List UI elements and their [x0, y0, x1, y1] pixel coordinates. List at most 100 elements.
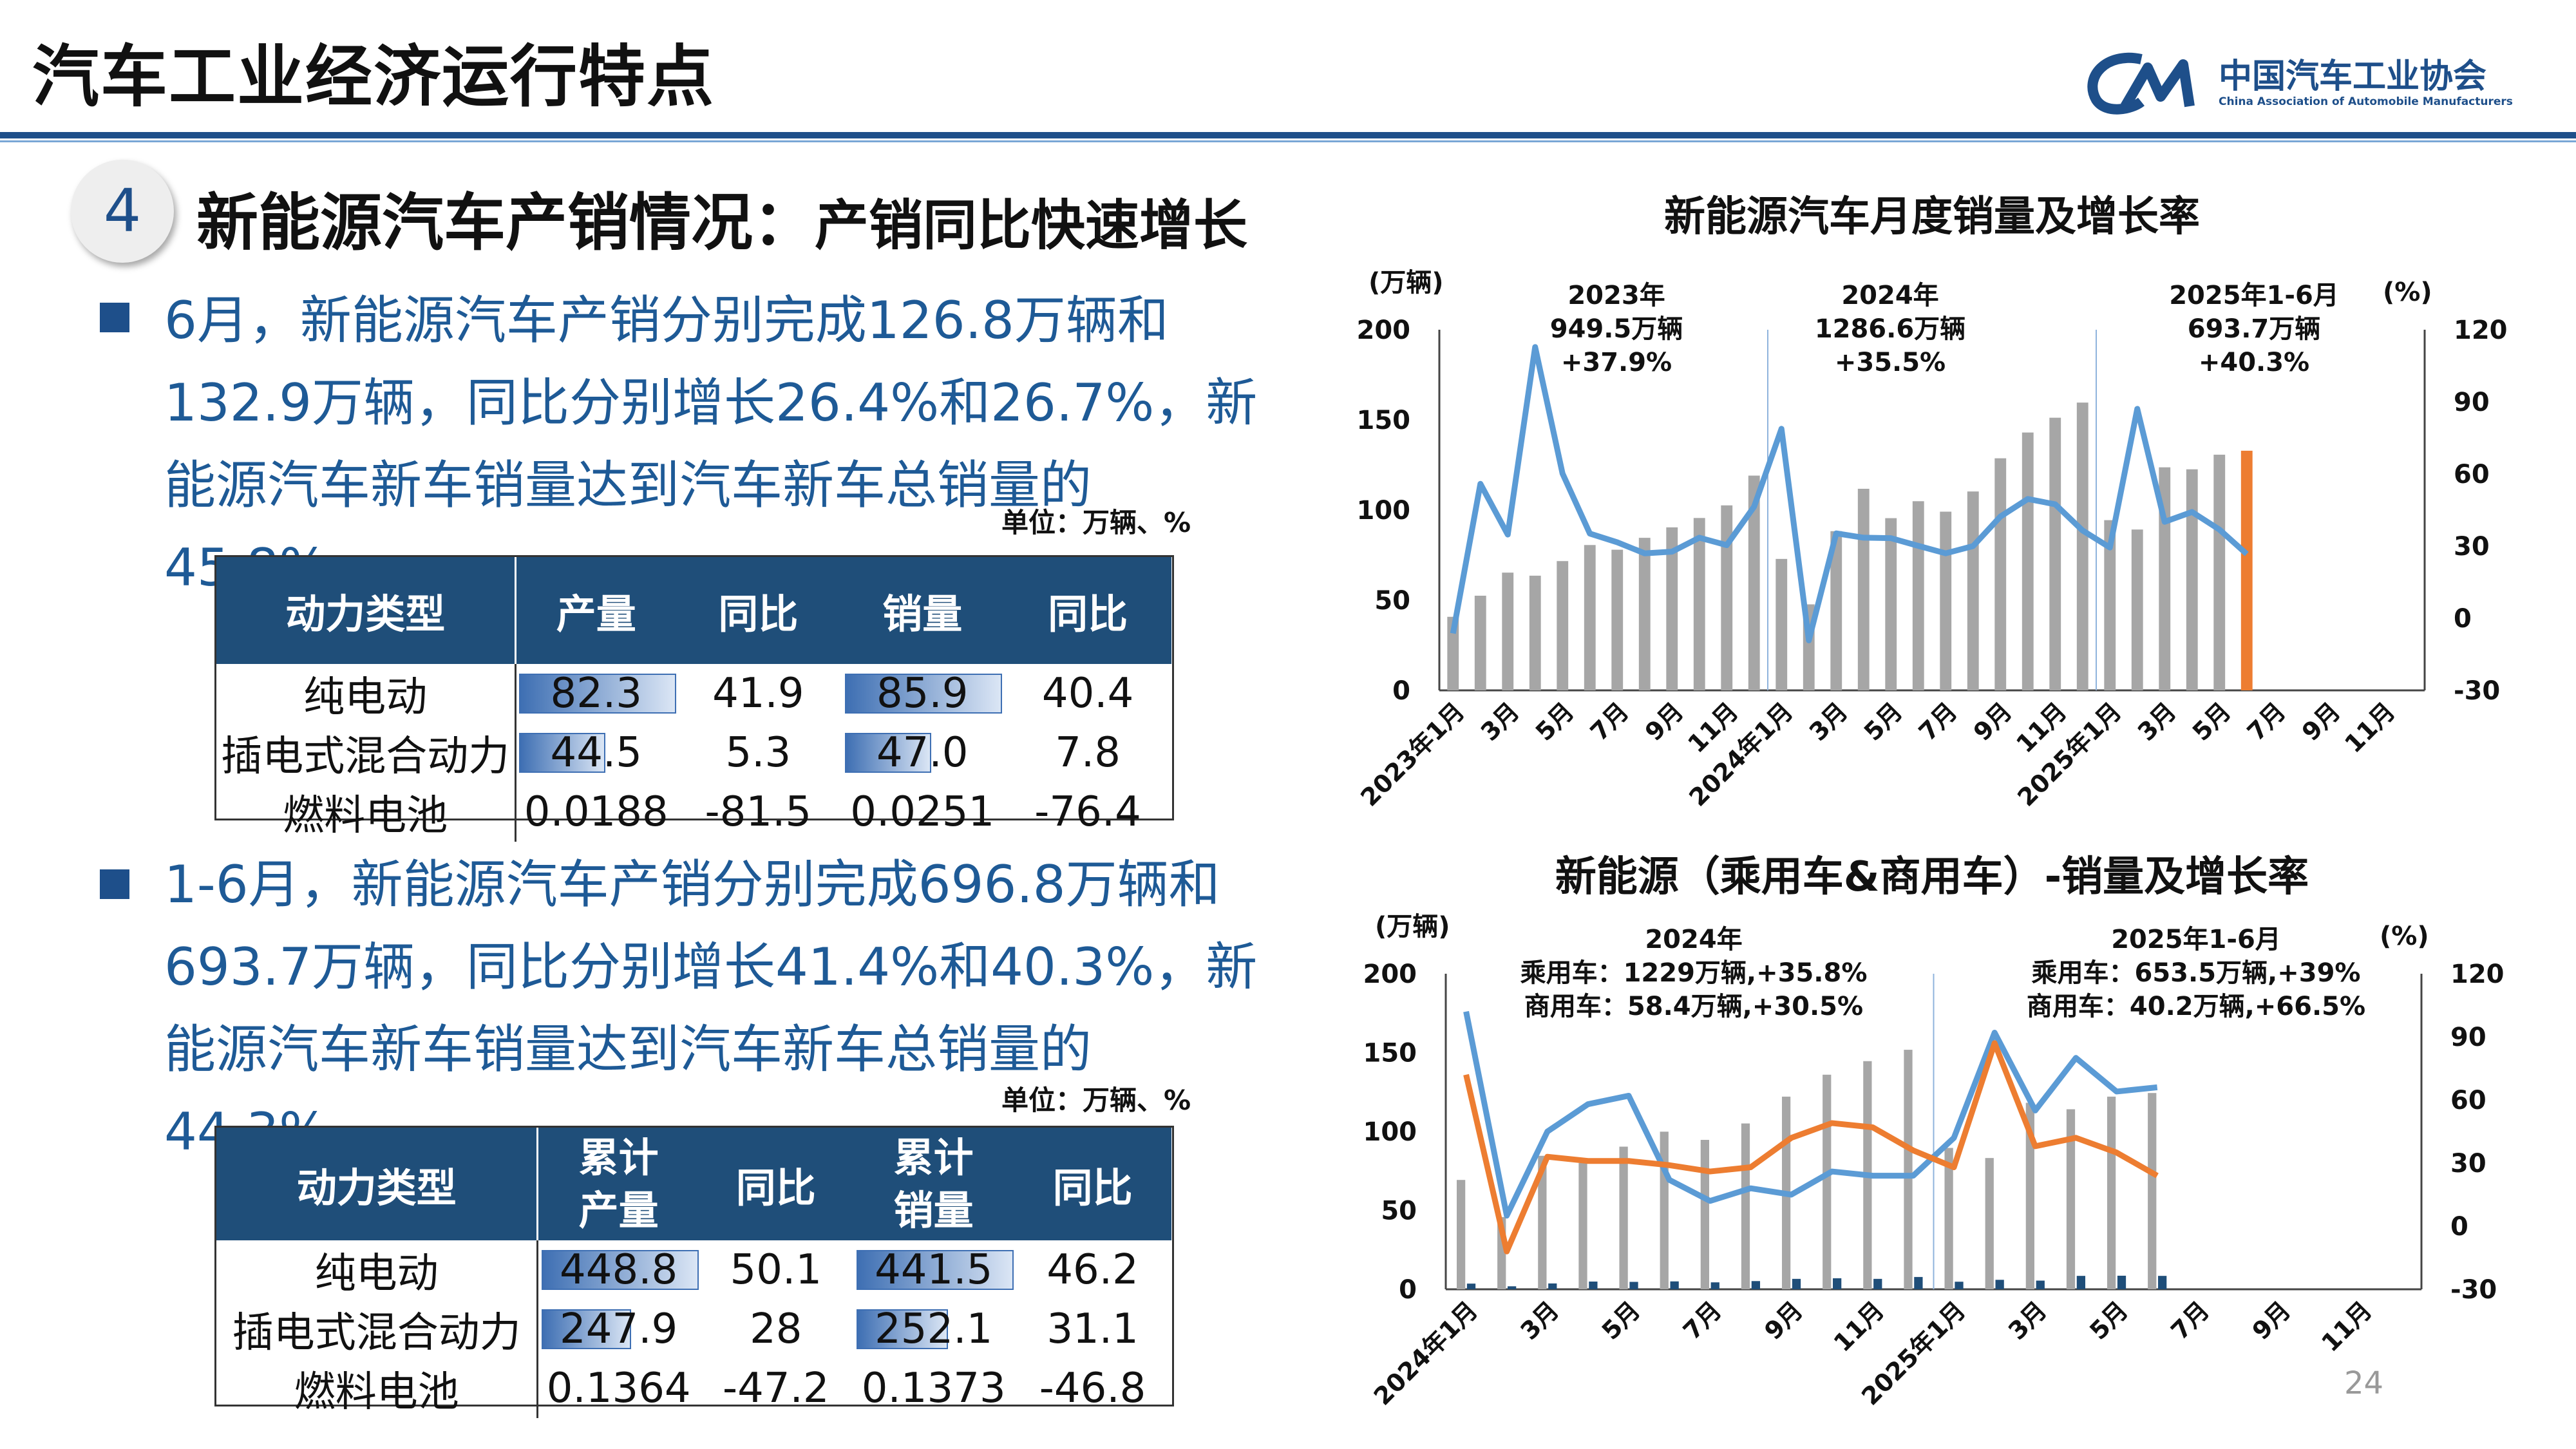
y-axis-label: (万辆) [1368, 268, 1444, 298]
page-title: 汽车工业经济运行特点 [32, 37, 715, 116]
chart-bar [1474, 596, 1486, 690]
cell-type: 燃料电池 [216, 782, 516, 842]
growth-rate-line [1463, 1040, 2159, 1255]
x-tick-label: 3月 [1475, 697, 1525, 746]
chart-bar [1693, 518, 1705, 690]
x-tick-label: 7月 [2242, 697, 2291, 746]
chart-bar [1578, 1163, 1587, 1289]
chart-bar [2131, 529, 2143, 690]
cell-prod: 448.8 [538, 1240, 699, 1300]
chart-annotation: 693.7万辆 [2188, 314, 2321, 344]
chart-bar [2148, 1093, 2157, 1289]
chart-bar [1833, 1278, 1842, 1289]
chart-bar [2066, 1109, 2076, 1289]
chart-bar [1885, 518, 1897, 690]
chart-bar [1823, 1074, 1832, 1289]
x-tick-label: 5月 [1530, 697, 1580, 746]
chart-annotation: +40.3% [2199, 348, 2309, 377]
chart-annotation: 949.5万辆 [1550, 314, 1683, 344]
chart-bar [2213, 455, 2226, 690]
x-tick-label: 7月 [1913, 697, 1963, 746]
header-divider-thin [0, 140, 2576, 142]
cell-prod: 247.9 [538, 1300, 699, 1359]
chart-bar [2076, 402, 2088, 690]
cell-prod-yoy: 50.1 [730, 1246, 822, 1294]
chart-bar [2036, 1280, 2045, 1289]
y-tick-label: 100 [1357, 496, 1411, 526]
chart-bar [1985, 1158, 1994, 1289]
section-number-badge: 4 [71, 160, 174, 263]
cell-prod: 82.3 [515, 664, 676, 723]
chart-annotation: 乘用车：1229万辆,+35.8% [1520, 958, 1868, 988]
chart1-title: 新能源汽车月度销量及增长率 [1664, 193, 2200, 241]
chart-bar [2158, 1276, 2167, 1289]
chart-bar [1721, 505, 1733, 690]
chart-bar [1660, 1132, 1669, 1289]
logo-text-zh: 中国汽车工业协会 [2219, 57, 2487, 96]
x-tick-label: 7月 [1678, 1296, 1727, 1345]
cell-prod: 44.5 [515, 723, 676, 782]
chart-bar [2025, 1103, 2034, 1289]
cell-sales-yoy: 7.8 [1055, 729, 1121, 777]
bullet-square [100, 869, 129, 899]
chart-bar [1857, 488, 1870, 690]
y-tick-label: 50 [1381, 1197, 1417, 1226]
logo-text-en: China Association of Automobile Manufact… [2219, 95, 2513, 108]
y-tick-label: 0 [1399, 1275, 1417, 1305]
cell-sales: 441.5 [853, 1240, 1014, 1300]
x-tick-label: 5月 [2187, 697, 2237, 746]
chart-bar [1944, 1148, 1953, 1289]
y2-axis-label: (%) [2383, 278, 2432, 307]
chart-bar [1670, 1281, 1679, 1289]
chart-bar [1912, 501, 1924, 690]
table-header-type: 动力类型 [216, 1128, 539, 1240]
data-bar-prod [518, 733, 605, 773]
data-bar-sales [856, 1309, 948, 1349]
chart-bar [2186, 469, 2198, 690]
cell-sales: 47.0 [840, 723, 1005, 782]
table-header-prod-yoy: 同比 [698, 1128, 853, 1240]
chart-bar [1994, 458, 2007, 690]
y2-tick-label: 30 [2450, 1149, 2486, 1179]
chart-bar [2076, 1276, 2086, 1289]
cell-sales-yoy: -46.8 [1039, 1365, 1146, 1412]
x-tick-label: 5月 [1859, 697, 1908, 746]
cell-type: 插电式混合动力 [216, 1300, 539, 1359]
data-bar-prod [541, 1250, 699, 1290]
y-tick-label: 100 [1363, 1117, 1417, 1147]
chart-bar [1940, 511, 1952, 690]
chart-bar [1830, 531, 1842, 690]
y2-tick-label: 60 [2454, 460, 2490, 489]
chart-bar [1904, 1050, 1913, 1289]
cell-sales: 252.1 [853, 1300, 1014, 1359]
table-jan-jun: 动力类型 累计产量 同比 累计销量 同比 纯电动 448.8 50.1 441.… [214, 1126, 1174, 1418]
data-bar-prod [541, 1309, 631, 1349]
y2-tick-label: -30 [2454, 676, 2500, 706]
section-title-sub: 产销同比快速增长 [815, 194, 1248, 257]
chart-bar [1508, 1286, 1517, 1289]
page-number: 24 [2344, 1365, 2384, 1401]
table-header-prod-yoy: 同比 [676, 557, 840, 664]
y-tick-label: 150 [1363, 1039, 1417, 1068]
table-header-cum-prod: 累计产量 [537, 1128, 699, 1240]
cell-sales-yoy: 40.4 [1041, 670, 1134, 717]
x-tick-label: 9月 [2247, 1296, 2297, 1345]
chart-bar [1589, 1281, 1598, 1289]
cell-type: 纯电动 [216, 1240, 539, 1300]
y-tick-label: 200 [1357, 316, 1411, 345]
paragraph-june: 6月，新能源汽车产销分别完成126.8万辆和132.9万辆，同比分别增长26.4… [164, 290, 1258, 598]
x-tick-label: 3月 [1804, 697, 1853, 746]
data-bar-prod [518, 674, 676, 714]
chart-bar [2049, 417, 2061, 690]
chart-bar [1548, 1283, 1557, 1289]
header-divider [0, 132, 2576, 138]
table-header-prod: 产量 [515, 557, 676, 664]
chart-annotation: 2025年1-6月 [2111, 925, 2281, 954]
x-tick-label: 2023年1月 [1355, 697, 1470, 811]
chart-bar [1700, 1139, 1709, 1289]
x-tick-label: 9月 [1968, 697, 2018, 746]
x-tick-label: 9月 [1640, 697, 1689, 746]
chart-annotation: 商用车：40.2万辆,+66.5% [2027, 992, 2365, 1021]
chart-bar [1456, 1180, 1466, 1289]
